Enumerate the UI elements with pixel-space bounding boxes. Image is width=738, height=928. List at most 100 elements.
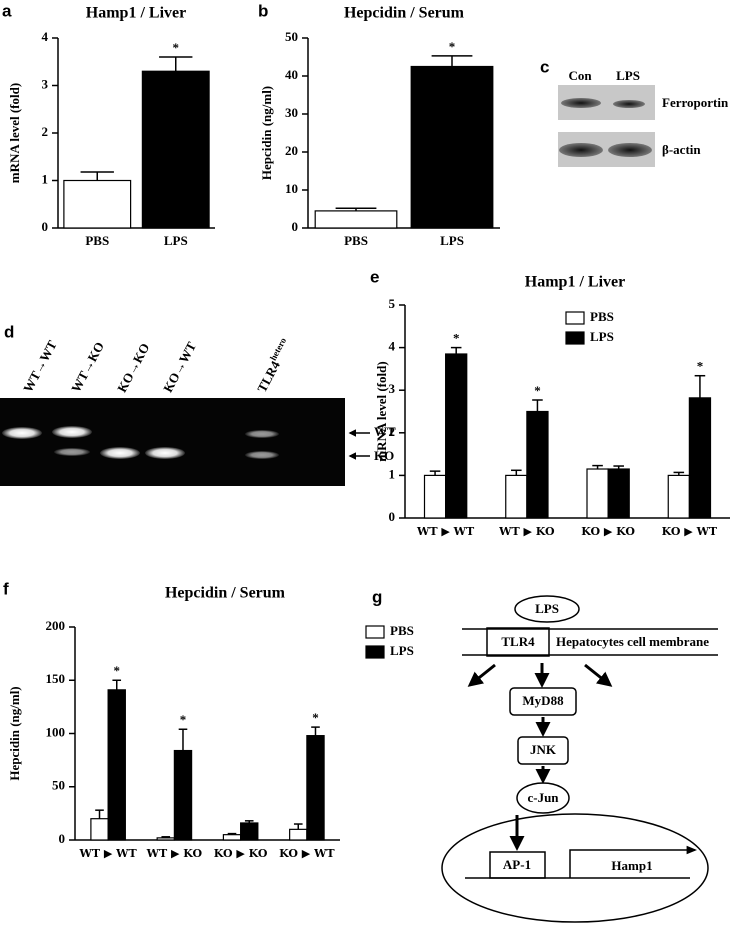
y-axis-label: Hepcidin (ng/ml) [7,686,22,780]
significance-mark: * [173,40,180,55]
x-tick-label: LPS [164,233,188,248]
significance-mark: * [697,359,704,374]
blot-band [561,98,601,108]
y-tick-label: 150 [46,671,66,686]
panel-letter: e [370,267,379,286]
y-tick-label: 0 [42,219,49,234]
significance-mark: * [113,663,120,678]
chart-title: Hamp1 / Liver [525,274,625,291]
ligand-node [514,595,580,623]
bar [526,410,549,519]
gene-label: Hamp1 [611,858,652,873]
legend-swatch [565,331,585,345]
lane-label: KO→KO [114,341,152,395]
chart-title: Hepcidin / Serum [165,585,286,602]
transcription-arrow [569,845,698,878]
bar [410,65,494,229]
x-tick-label: PBS [85,233,109,248]
legend-label: PBS [590,309,614,324]
bar [314,210,398,229]
y-axis-label: Hepcidin (ng/ml) [259,86,274,180]
gel-band [100,447,140,459]
category-label: WT ▶ KO [146,847,203,860]
row-label: β-actin [662,142,701,157]
significance-mark: * [180,712,187,727]
y-tick-label: 2 [42,124,49,139]
legend-label: LPS [590,329,614,344]
y-tick-label: 10 [285,181,298,196]
y-tick-label: 40 [285,67,298,82]
nucleus [441,813,709,923]
bar [107,689,126,841]
band-label: KO [374,448,394,463]
lane-label: Con [568,68,592,83]
panel-letter: a [2,1,12,20]
gel-image [0,398,345,486]
y-tick-label: 1 [389,466,396,481]
panel-letter: d [4,322,14,341]
bar [586,468,609,519]
gel-panel: d WT→WT WT→KO KO→KO KO→WT TLR4hetero WT … [0,322,396,486]
legend-swatch [365,625,385,639]
y-tick-label: 1 [42,171,49,186]
gel-band [2,427,42,439]
bar [63,179,132,229]
legend-swatch [565,311,585,325]
panel-letter: b [258,1,268,20]
x-tick-label: PBS [344,233,368,248]
band-label: WT [374,424,396,439]
y-tick-label: 0 [389,509,396,524]
y-axis-label: mRNA level (fold) [374,361,389,461]
row-label: Ferroportin [662,95,729,110]
category-label: KO ▶ KO [581,525,635,538]
panel-letter: f [3,579,9,598]
factor-node [516,782,570,814]
category-label: WT ▶ WT [416,525,475,538]
bar [90,818,109,841]
ligand-label: LPS [535,601,559,616]
legend-label: PBS [390,623,414,638]
arrow [584,663,613,687]
receptor-node [486,627,550,657]
legend-label: LPS [390,643,414,658]
element-node [489,851,546,879]
y-tick-label: 5 [389,296,396,311]
chart-title: Hepcidin / Serum [344,5,465,22]
adaptor-label: MyD88 [522,693,564,708]
y-tick-label: 0 [59,831,66,846]
y-tick-label: 3 [389,381,396,396]
bar [141,70,210,229]
kinase-label: JNK [530,742,557,757]
kinase-node [517,736,569,765]
bar [173,749,193,841]
category-label: WT ▶ KO [498,525,555,538]
adaptor-node [509,687,577,716]
lane-label: KO→WT [160,339,199,395]
y-axis-label: mRNA level (fold) [7,83,22,183]
gel-band [145,447,185,459]
element-label: AP-1 [503,857,531,872]
bar [156,837,175,841]
bar [222,834,242,841]
significance-mark: * [312,710,319,725]
y-tick-label: 4 [42,29,49,44]
gel-band [245,451,279,459]
lane-label-sup: hetero [268,336,288,363]
bar [423,474,447,519]
lane-label: WT→KO [68,339,107,395]
y-tick-label: 2 [389,424,396,439]
x-tick-label: LPS [440,233,464,248]
bar [667,474,690,519]
receptor-label: TLR4 [501,634,535,649]
y-tick-label: 50 [285,29,298,44]
blot-band [559,143,603,157]
blot-band [608,143,652,157]
bar [688,397,712,519]
gel-band [54,448,90,456]
y-tick-label: 30 [285,105,298,120]
y-tick-label: 20 [285,143,298,158]
lane-label-main: TLR4 [254,358,283,395]
y-tick-label: 100 [46,724,66,739]
lane-label: TLR4hetero [252,336,294,395]
